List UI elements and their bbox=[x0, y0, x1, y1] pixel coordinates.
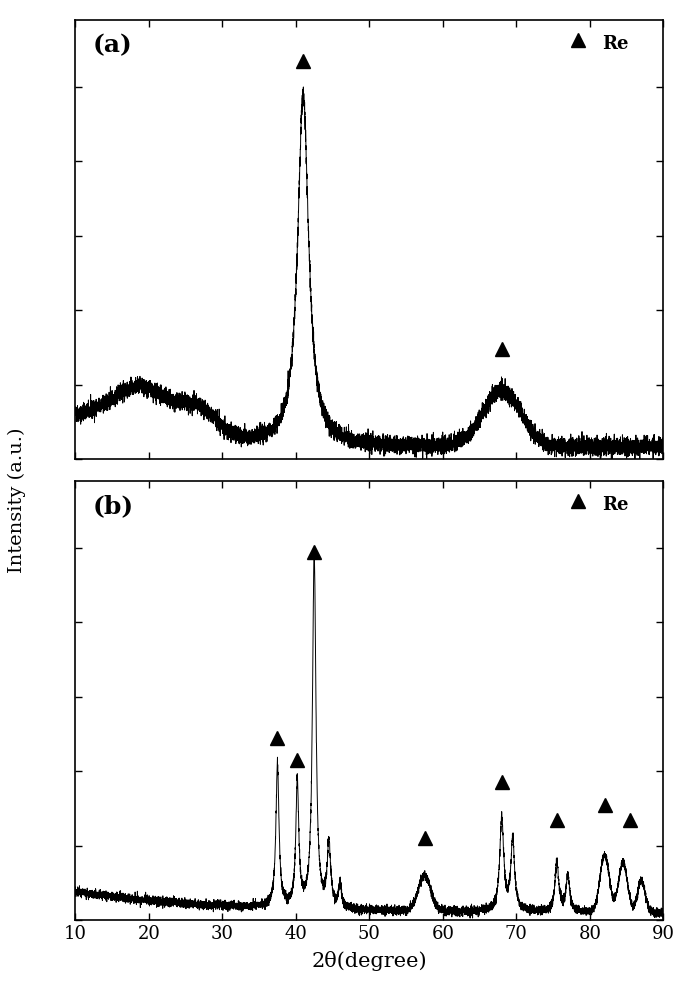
Text: Re: Re bbox=[602, 35, 628, 53]
Text: Re: Re bbox=[602, 496, 628, 514]
Text: (b): (b) bbox=[93, 494, 134, 518]
Text: Intensity (a.u.): Intensity (a.u.) bbox=[8, 427, 26, 573]
X-axis label: 2θ(degree): 2θ(degree) bbox=[311, 951, 428, 971]
Text: (a): (a) bbox=[93, 33, 133, 57]
